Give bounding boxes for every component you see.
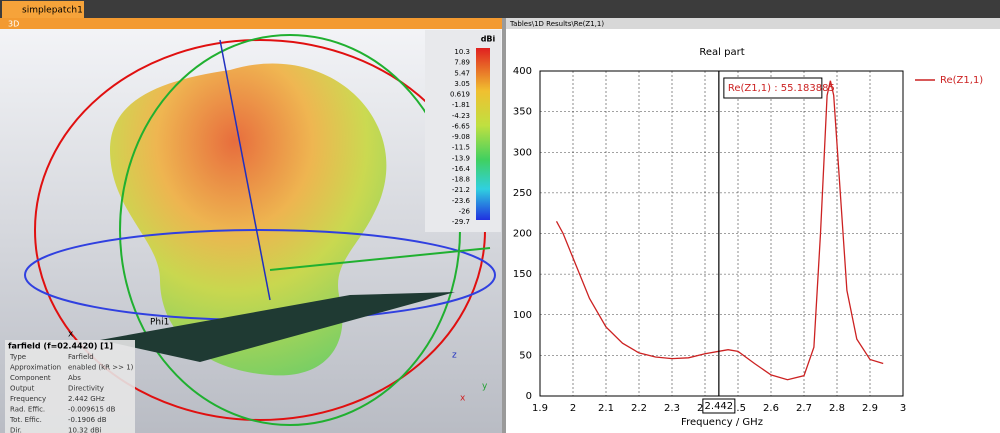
colorbar-label: -26	[459, 207, 471, 215]
farfield-pattern	[110, 63, 387, 376]
colorbar-label: 0.619	[450, 91, 470, 99]
info-value: Directivity	[68, 385, 104, 393]
x-tick-label: 2.7	[796, 403, 812, 414]
x-tick-label: 2.5	[730, 403, 746, 414]
axis-label: z	[452, 351, 457, 361]
info-key: Type	[9, 353, 26, 361]
colorbar-label: 5.47	[454, 69, 470, 77]
y-tick-label: 300	[513, 147, 532, 158]
marker-x-label: 2.442	[705, 401, 734, 412]
port-label: Phi1	[150, 318, 169, 328]
chart-title: Real part	[699, 47, 744, 58]
y-tick-label: 50	[519, 350, 532, 361]
colorbar-label: 7.89	[454, 59, 470, 67]
colorbar-label: -18.8	[452, 176, 470, 184]
document-tab[interactable]	[2, 1, 84, 18]
colorbar-label: 10.3	[454, 48, 470, 56]
colorbar-label: -21.2	[452, 186, 470, 194]
panel-header	[0, 18, 502, 29]
colorbar	[476, 48, 490, 220]
colorbar-unit: dBi	[481, 35, 496, 44]
colorbar-label: -11.5	[452, 144, 470, 152]
x-tick-label: 2.8	[829, 403, 845, 414]
axis-label: x	[68, 330, 74, 340]
colorbar-label: 3.05	[454, 80, 470, 88]
x-tick-label: 2.6	[763, 403, 779, 414]
info-value: Abs	[68, 374, 81, 382]
x-tick-label: 1.9	[532, 403, 548, 414]
colorbar-label: -4.23	[452, 112, 470, 120]
tab-bar	[0, 0, 1000, 18]
y-tick-label: 400	[513, 66, 532, 77]
colorbar-label: -9.08	[452, 133, 470, 141]
x-tick-label: 2.1	[598, 403, 614, 414]
axis-label: y	[482, 382, 488, 392]
info-key: Approximation	[10, 364, 61, 372]
x-tick-label: 2	[570, 403, 576, 414]
plot-frame	[539, 70, 904, 397]
info-box	[5, 340, 135, 433]
info-key: Tot. Effic.	[9, 416, 42, 424]
axis-label: x	[460, 394, 466, 404]
marker-label-box	[723, 77, 823, 99]
legend-label: Re(Z1,1)	[940, 75, 983, 86]
info-key: Component	[10, 374, 51, 382]
x-axis-label: Frequency / GHz	[681, 417, 763, 428]
patch-plate	[100, 292, 455, 362]
y-tick-label: 150	[513, 269, 532, 280]
info-value: 2.442 GHz	[68, 395, 105, 403]
data-line	[555, 80, 884, 381]
colorbar-label: -1.81	[452, 101, 470, 109]
y-tick-label: 250	[513, 188, 532, 199]
x-tick-label: 3	[900, 403, 906, 414]
info-key: Rad. Effic.	[10, 406, 45, 414]
colorbar-label: -23.6	[452, 197, 471, 205]
x-tick-label: 2.9	[862, 403, 878, 414]
y-tick-label: 350	[513, 107, 532, 118]
info-value: enabled (kR >> 1)	[68, 364, 134, 372]
info-title: farfield (f=02.4420) [1]	[8, 342, 113, 351]
marker-label: Re(Z1,1) : 55.183885	[728, 83, 835, 94]
colorbar-label: -29.7	[452, 218, 470, 226]
tab-title[interactable]: simplepatch1	[22, 6, 83, 16]
info-key: Frequency	[10, 395, 46, 403]
info-value: Farfield	[68, 353, 94, 361]
colorbar-label: -13.9	[452, 154, 470, 162]
info-key: Output	[10, 385, 35, 393]
y-tick-label: 100	[513, 310, 532, 321]
panel-title: Tables\1D Results\Re(Z1,1)	[509, 20, 604, 28]
axis	[269, 247, 491, 271]
panel-title: 3D	[8, 20, 19, 29]
y-tick-label: 0	[526, 391, 532, 402]
splitter[interactable]	[502, 18, 506, 433]
x-tick-label: 2.2	[631, 403, 647, 414]
info-value: -0.009615 dB	[68, 406, 116, 414]
panel-header	[506, 18, 1000, 29]
marker-x-box	[702, 398, 736, 414]
colorbar-label: -16.4	[452, 165, 471, 173]
info-value: 10.32 dBi	[68, 427, 102, 433]
x-tick-label: 2.3	[664, 403, 680, 414]
info-key: Dir.	[10, 427, 22, 433]
colorbar-label: -6.65	[452, 122, 470, 130]
y-tick-label: 200	[513, 229, 532, 240]
axis	[219, 39, 271, 301]
info-value: -0.1906 dB	[68, 416, 107, 424]
